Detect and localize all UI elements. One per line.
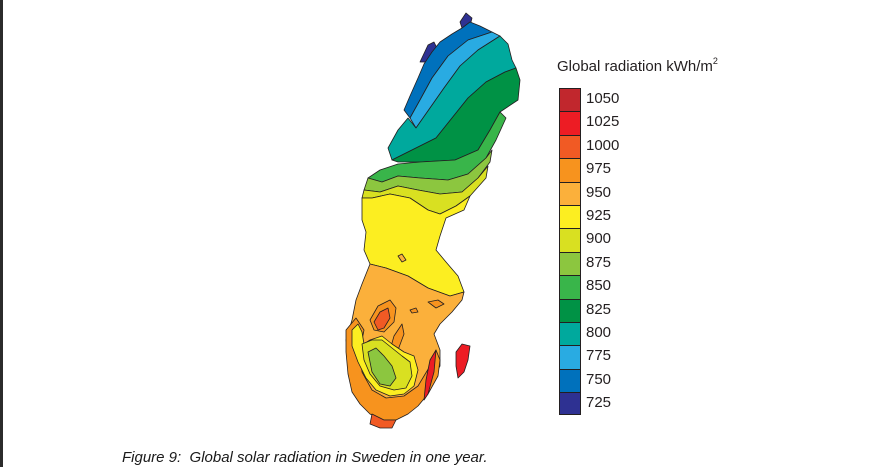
legend-swatch [559, 251, 581, 276]
band-1025-oland [423, 349, 437, 401]
band-1000-south [369, 413, 397, 429]
legend-swatch [559, 204, 581, 229]
band-1000 [373, 307, 391, 331]
legend-swatch [559, 228, 581, 252]
legend-label: 900 [586, 230, 612, 248]
band-875-south [367, 347, 397, 387]
legend-swatch [559, 134, 581, 159]
legend-label: 800 [586, 323, 612, 341]
legend-label: 850 [586, 277, 612, 295]
legend-label: 1000 [586, 136, 620, 154]
band-1025-gotland [455, 343, 471, 379]
legend-swatch [559, 345, 581, 369]
band-975-east [409, 299, 445, 314]
legend-label: 825 [586, 300, 612, 318]
legend-swatch [559, 368, 581, 393]
legend-label: 1050 [586, 90, 620, 107]
legend-label: 1025 [586, 113, 620, 131]
figure-caption: Figure 9: Global solar radiation in Swed… [122, 449, 488, 466]
legend-label: 975 [586, 160, 612, 178]
legend-swatch [559, 181, 581, 205]
legend-swatch [559, 321, 581, 346]
legend-swatch [559, 111, 581, 135]
legend-swatch [559, 298, 581, 322]
legend-label: 925 [586, 206, 612, 224]
legend-label: 725 [586, 394, 612, 412]
legend-label: 750 [586, 370, 612, 388]
band-950-lake [397, 253, 407, 263]
legend-swatch [559, 88, 581, 112]
legend-label: 775 [586, 347, 612, 365]
legend-swatch [559, 392, 581, 416]
legend-swatch [559, 158, 581, 182]
legend-label: 950 [586, 183, 612, 201]
legend-label: 875 [586, 253, 612, 271]
legend: Global radiation kWh/m2 1050 1025 1000 975 9… [557, 56, 718, 416]
window-edge [0, 0, 3, 467]
legend-swatch [559, 275, 581, 299]
legend-title: Global radiation kWh/m2 [557, 56, 718, 75]
